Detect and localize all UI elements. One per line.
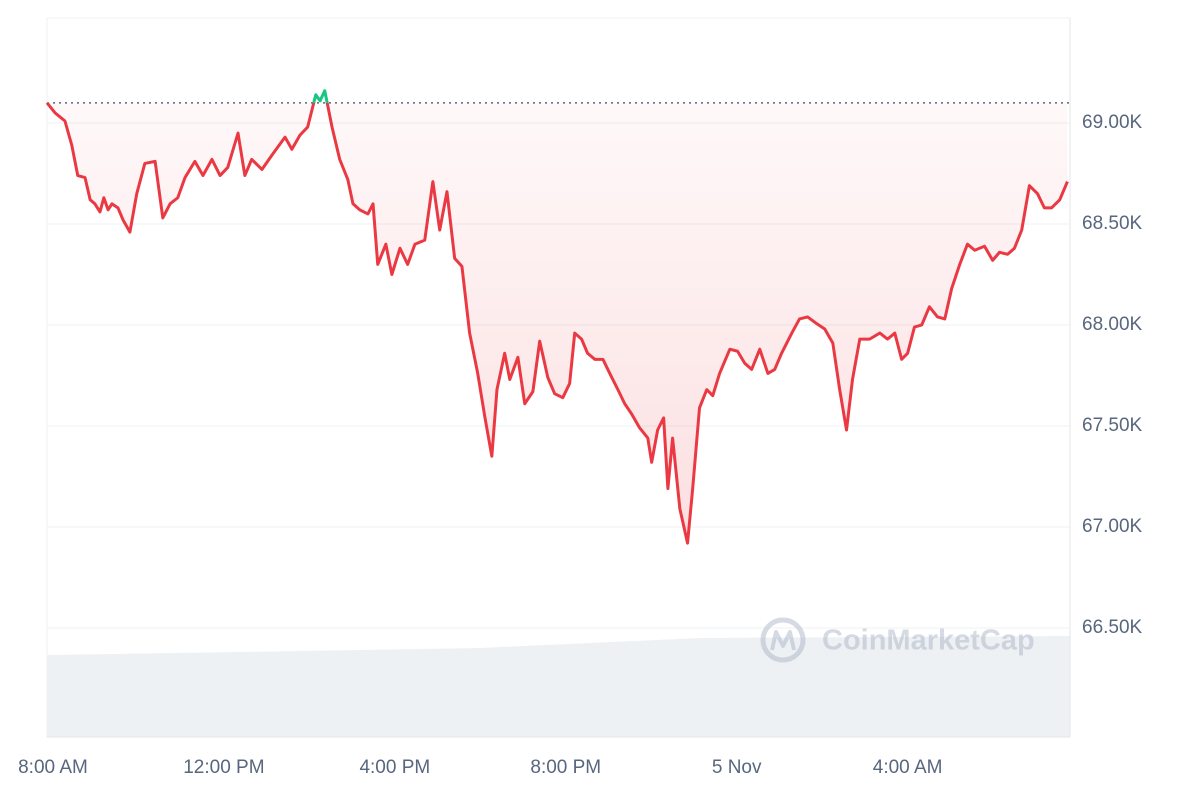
watermark: CoinMarketCap [760,617,1035,663]
x-tick-label: 12:00 PM [183,757,264,778]
y-tick-label: 66.50K [1082,617,1143,638]
watermark-text: CoinMarketCap [822,625,1035,657]
x-tick-label: 4:00 PM [359,757,430,778]
x-tick-label: 4:00 AM [873,757,943,778]
volume-band [47,636,1070,737]
watermark-logo [760,617,806,663]
watermark-logo [770,630,796,651]
y-tick-label: 68.00K [1082,314,1143,335]
x-tick-label: 5 Nov [712,757,762,778]
y-tick-label: 67.50K [1082,415,1143,436]
price-line [45,89,1069,545]
y-tick-label: 69.00K [1082,112,1143,133]
area [47,90,1068,544]
y-tick-label: 68.50K [1082,213,1143,234]
x-tick-label: 8:00 AM [18,757,88,778]
x-tick-label: 8:00 PM [530,757,601,778]
y-tick-label: 67.00K [1082,516,1143,537]
